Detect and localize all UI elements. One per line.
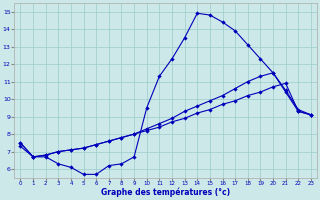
X-axis label: Graphe des températures (°c): Graphe des températures (°c) bbox=[101, 188, 230, 197]
